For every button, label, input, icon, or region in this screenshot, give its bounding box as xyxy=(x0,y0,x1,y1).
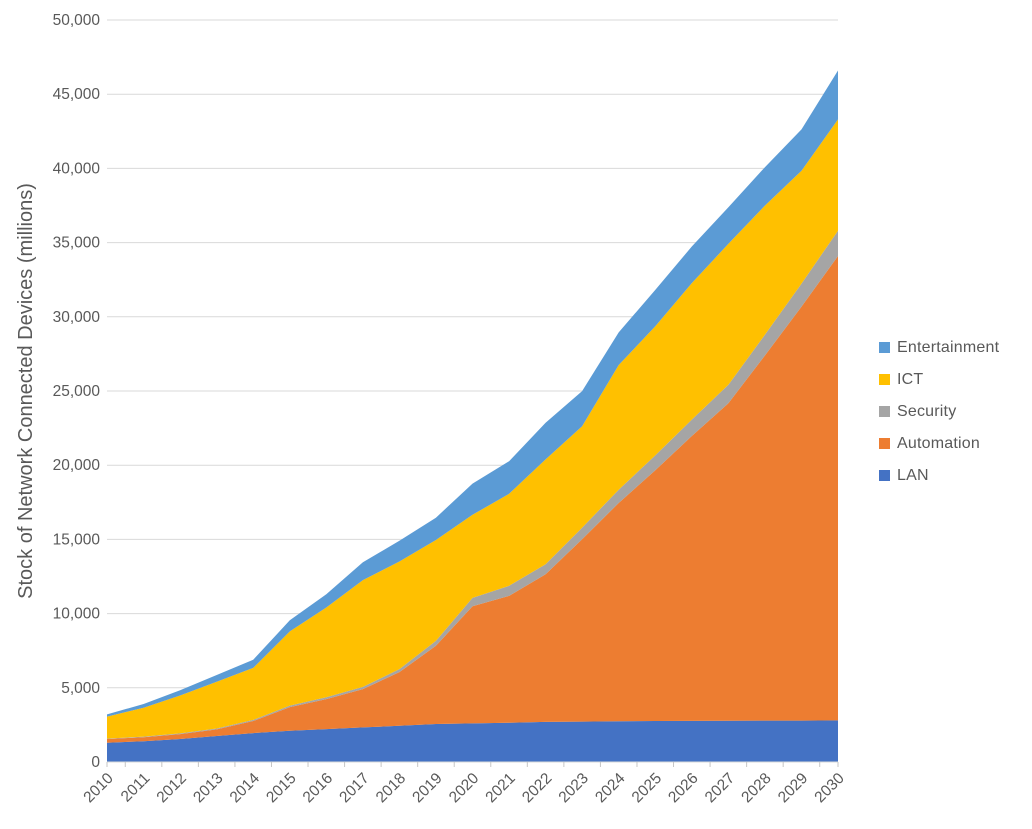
legend-item-security: Security xyxy=(879,403,999,420)
x-tick-label: 2021 xyxy=(482,770,518,806)
x-tick-label: 2015 xyxy=(263,770,299,806)
x-tick-label: 2025 xyxy=(629,770,665,806)
x-tick-label: 2016 xyxy=(300,770,336,806)
legend: Entertainment ICT Security Automation LA… xyxy=(879,339,999,499)
legend-item-automation: Automation xyxy=(879,435,999,452)
legend-item-ict: ICT xyxy=(879,371,999,388)
legend-swatch-security xyxy=(879,406,890,417)
x-tick-label: 2014 xyxy=(227,770,264,807)
legend-swatch-entertainment xyxy=(879,342,890,353)
legend-label-entertainment: Entertainment xyxy=(897,338,1000,356)
x-tick-label: 2019 xyxy=(409,770,445,806)
y-tick-label: 25,000 xyxy=(53,383,101,400)
y-tick-label: 40,000 xyxy=(53,160,101,177)
x-tick-label: 2026 xyxy=(665,770,701,806)
x-tick-label: 2017 xyxy=(336,770,372,806)
x-tick-label: 2012 xyxy=(154,770,190,806)
legend-swatch-ict xyxy=(879,374,890,385)
legend-swatch-automation xyxy=(879,438,890,449)
x-tick-label: 2018 xyxy=(373,770,409,806)
y-axis-title: Stock of Network Connected Devices (mill… xyxy=(15,183,37,599)
y-tick-label: 5,000 xyxy=(61,680,100,697)
y-tick-label: 20,000 xyxy=(53,457,101,474)
y-tick-label: 50,000 xyxy=(53,12,101,29)
x-tick-label: 2020 xyxy=(446,770,483,807)
y-tick-label: 10,000 xyxy=(53,606,101,623)
x-tick-label: 2027 xyxy=(702,770,738,806)
y-tick-label: 35,000 xyxy=(53,235,101,252)
area-lan xyxy=(107,720,838,762)
x-tick-label: 2010 xyxy=(80,770,117,807)
x-tick-label: 2011 xyxy=(118,770,154,806)
legend-label-security: Security xyxy=(897,402,957,420)
x-tick-label: 2024 xyxy=(592,770,629,807)
y-tick-label: 15,000 xyxy=(53,531,101,548)
x-tick-label: 2013 xyxy=(190,770,226,806)
area-automation xyxy=(107,256,838,743)
legend-label-automation: Automation xyxy=(897,434,980,452)
x-tick-label: 2023 xyxy=(556,770,592,806)
x-tick-label: 2029 xyxy=(775,770,811,806)
legend-label-lan: LAN xyxy=(897,466,929,484)
y-tick-label: 45,000 xyxy=(53,86,101,103)
legend-item-lan: LAN xyxy=(879,467,999,484)
x-tick-label: 2030 xyxy=(811,770,848,807)
legend-swatch-lan xyxy=(879,470,890,481)
legend-item-entertainment: Entertainment xyxy=(879,339,999,356)
y-tick-label: 0 xyxy=(91,754,100,771)
legend-label-ict: ICT xyxy=(897,370,924,388)
y-tick-label: 30,000 xyxy=(53,309,101,326)
x-tick-label: 2022 xyxy=(519,770,555,806)
x-tick-label: 2028 xyxy=(738,770,774,806)
